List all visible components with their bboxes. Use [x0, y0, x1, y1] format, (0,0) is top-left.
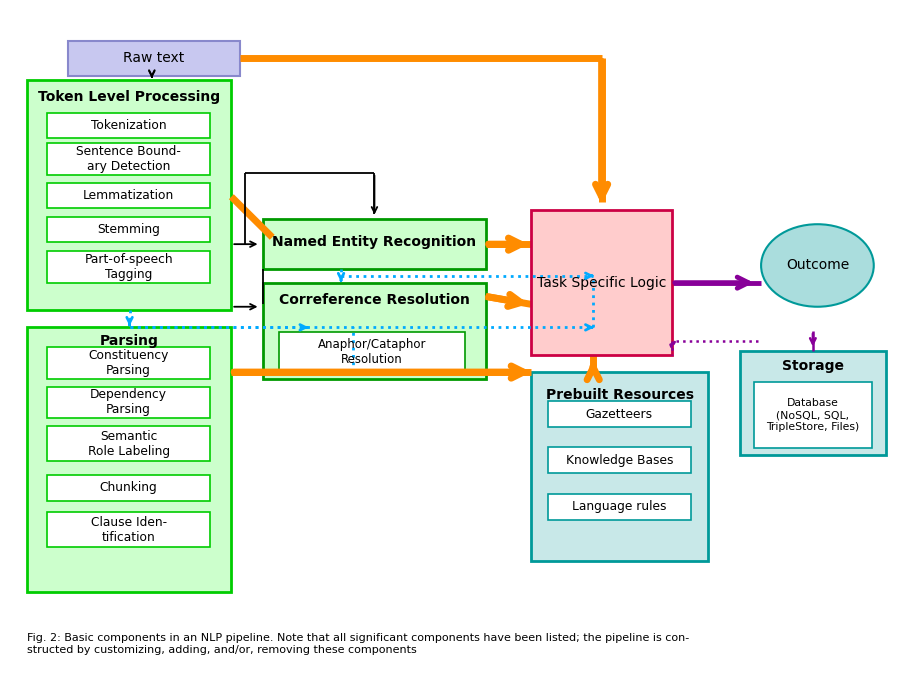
FancyBboxPatch shape — [68, 40, 240, 77]
FancyBboxPatch shape — [531, 210, 672, 355]
FancyBboxPatch shape — [263, 283, 486, 379]
FancyBboxPatch shape — [531, 372, 709, 561]
FancyArrowPatch shape — [669, 342, 675, 347]
Text: Database
(NoSQL, SQL,
TripleStore, Files): Database (NoSQL, SQL, TripleStore, Files… — [767, 398, 859, 432]
FancyBboxPatch shape — [740, 351, 886, 454]
FancyBboxPatch shape — [263, 219, 486, 269]
FancyBboxPatch shape — [27, 327, 231, 592]
Text: Task Specific Logic: Task Specific Logic — [537, 276, 667, 290]
Text: Knowledge Bases: Knowledge Bases — [566, 454, 673, 466]
Text: Correference Resolution: Correference Resolution — [279, 293, 470, 307]
FancyArrowPatch shape — [127, 317, 132, 325]
FancyBboxPatch shape — [47, 386, 210, 418]
FancyArrowPatch shape — [234, 242, 256, 247]
Text: Fig. 2: Basic components in an NLP pipeline. Note that all significant component: Fig. 2: Basic components in an NLP pipel… — [27, 633, 690, 655]
FancyArrowPatch shape — [585, 324, 592, 330]
FancyArrowPatch shape — [595, 61, 608, 196]
FancyBboxPatch shape — [47, 251, 210, 283]
FancyBboxPatch shape — [27, 80, 231, 310]
Text: Parsing: Parsing — [100, 334, 159, 348]
FancyBboxPatch shape — [47, 426, 210, 461]
Text: Token Level Processing: Token Level Processing — [38, 90, 220, 104]
FancyBboxPatch shape — [47, 512, 210, 548]
Text: Dependency
Parsing: Dependency Parsing — [90, 388, 167, 416]
FancyArrowPatch shape — [149, 71, 155, 77]
FancyArrowPatch shape — [338, 274, 344, 280]
FancyBboxPatch shape — [547, 447, 691, 473]
FancyBboxPatch shape — [279, 332, 465, 372]
Text: Lemmatization: Lemmatization — [83, 189, 174, 202]
Text: Anaphor/Cataphor
Resolution: Anaphor/Cataphor Resolution — [317, 338, 426, 366]
Text: Named Entity Recognition: Named Entity Recognition — [272, 235, 477, 248]
Text: Language rules: Language rules — [572, 500, 667, 514]
FancyArrowPatch shape — [585, 273, 592, 278]
Text: Tokenization: Tokenization — [91, 119, 167, 132]
FancyBboxPatch shape — [47, 475, 210, 500]
Text: Raw text: Raw text — [124, 52, 184, 65]
Text: Outcome: Outcome — [786, 258, 849, 272]
Text: Chunking: Chunking — [100, 482, 158, 494]
FancyBboxPatch shape — [47, 113, 210, 139]
FancyBboxPatch shape — [754, 382, 872, 448]
Text: Semantic
Role Labeling: Semantic Role Labeling — [88, 429, 170, 457]
FancyArrowPatch shape — [371, 175, 377, 212]
Text: Storage: Storage — [782, 359, 844, 373]
FancyBboxPatch shape — [547, 401, 691, 427]
FancyArrowPatch shape — [810, 333, 815, 344]
Text: Sentence Bound-
ary Detection: Sentence Bound- ary Detection — [76, 145, 181, 173]
FancyArrowPatch shape — [234, 366, 524, 378]
FancyBboxPatch shape — [47, 216, 210, 242]
Text: Stemming: Stemming — [97, 223, 160, 236]
Text: Prebuilt Resources: Prebuilt Resources — [546, 388, 694, 402]
FancyBboxPatch shape — [47, 183, 210, 208]
FancyArrowPatch shape — [489, 238, 521, 251]
FancyArrowPatch shape — [149, 70, 155, 77]
FancyArrowPatch shape — [300, 324, 306, 330]
FancyArrowPatch shape — [234, 304, 256, 310]
FancyArrowPatch shape — [587, 366, 600, 380]
FancyBboxPatch shape — [547, 493, 691, 520]
Text: Clause Iden-
tification: Clause Iden- tification — [91, 516, 167, 544]
Text: Gazetteers: Gazetteers — [586, 408, 653, 420]
Text: Part-of-speech
Tagging: Part-of-speech Tagging — [84, 253, 173, 281]
FancyBboxPatch shape — [47, 143, 210, 175]
FancyArrowPatch shape — [675, 277, 748, 288]
Ellipse shape — [761, 224, 874, 307]
FancyArrowPatch shape — [489, 294, 521, 306]
Text: Constituency
Parsing: Constituency Parsing — [88, 349, 169, 377]
FancyBboxPatch shape — [47, 347, 210, 379]
